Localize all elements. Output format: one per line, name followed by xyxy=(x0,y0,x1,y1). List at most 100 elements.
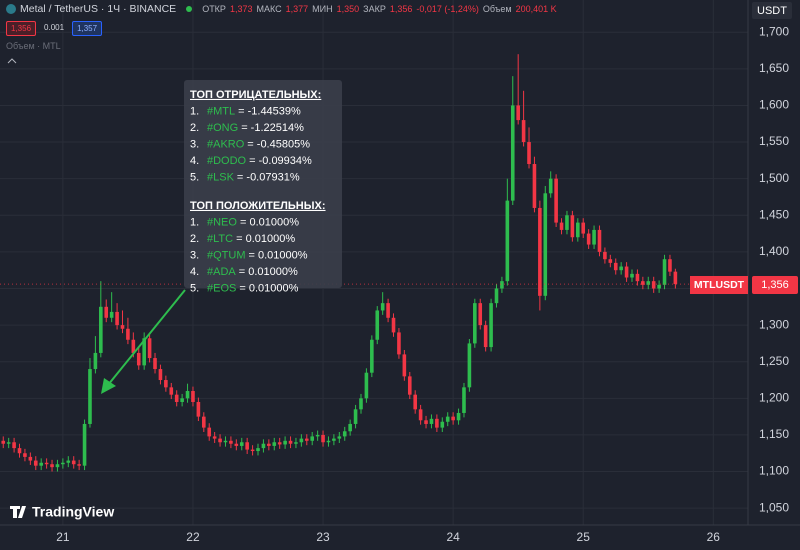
candle-body xyxy=(592,229,596,245)
candle-body xyxy=(467,343,472,388)
item-value: = 0.01000% xyxy=(239,282,298,294)
candle-body xyxy=(483,325,488,348)
item-value: = 0.01000% xyxy=(249,249,308,261)
candle-body xyxy=(559,222,564,230)
candle-body xyxy=(229,440,233,444)
candle-body xyxy=(391,317,396,333)
candle-body xyxy=(581,222,586,234)
candle-body xyxy=(153,358,157,370)
symbol[interactable]: Metal / TetherUS · 1Ч · BINANCE xyxy=(20,3,177,15)
candle-body xyxy=(380,303,385,311)
candle-body xyxy=(402,354,407,377)
annotation-item: 4. #ADA = 0.01000% xyxy=(190,266,298,278)
annotation-item: 5. #EOS = 0.01000% xyxy=(190,282,299,294)
y-tick-label: 1,150 xyxy=(759,427,789,441)
candle-body xyxy=(586,233,591,245)
candle-body xyxy=(662,259,667,285)
candle-body xyxy=(61,462,65,465)
candle-body xyxy=(158,369,163,381)
x-tick-label: 25 xyxy=(577,530,591,544)
candle-body xyxy=(613,262,618,271)
item-value: = 0.01000% xyxy=(239,266,298,278)
item-number: 4. xyxy=(190,155,199,167)
candle-body xyxy=(277,442,282,445)
candle-body xyxy=(326,440,331,443)
candle-body xyxy=(272,442,277,446)
candle-body xyxy=(527,142,531,165)
y-tick-label: 1,100 xyxy=(759,464,789,478)
candle-body xyxy=(136,352,141,366)
item-tag: #ADA xyxy=(207,266,236,278)
candle-body xyxy=(185,391,190,399)
candle-body xyxy=(191,391,195,402)
ask[interactable]: 1,357 xyxy=(72,21,103,36)
indicator[interactable]: Объем · MTL xyxy=(6,41,61,51)
candle-body xyxy=(250,449,255,452)
currency-box[interactable] xyxy=(752,2,792,19)
x-tick-label: 21 xyxy=(56,530,70,544)
spread: 0.001 xyxy=(44,23,65,32)
candle-body xyxy=(413,394,417,410)
candle-body xyxy=(304,438,309,441)
annotation-item: 2. #ONG = -1.22514% xyxy=(190,122,304,134)
item-value: = -0.09934% xyxy=(249,155,312,167)
candle-body xyxy=(223,440,228,443)
candle-body xyxy=(315,434,320,437)
item-tag: #NEO xyxy=(207,216,237,228)
candle-body xyxy=(131,339,136,353)
candle-body xyxy=(82,423,87,466)
y-tick-label: 1,550 xyxy=(759,134,789,148)
item-tag: #MTL xyxy=(207,105,235,117)
candle-body xyxy=(342,431,347,437)
x-tick-label: 26 xyxy=(707,530,721,544)
candle-body xyxy=(386,303,390,318)
currency[interactable]: USDT xyxy=(757,5,787,17)
item-value: = -0.45805% xyxy=(247,138,310,150)
annotation-title: ТОП ОТРИЦАТЕЛЬНЫХ: xyxy=(190,89,321,101)
bid[interactable]: 1,356 xyxy=(6,21,37,36)
item-tag: #LTC xyxy=(207,233,233,245)
y-tick-label: 1,700 xyxy=(759,24,789,38)
item-value: = -0.07931% xyxy=(237,171,300,183)
low: 1,350 xyxy=(336,4,360,14)
collapse-icon[interactable] xyxy=(7,58,17,64)
candle-body xyxy=(120,325,125,329)
candle-body xyxy=(548,178,553,194)
candle-body xyxy=(234,443,239,446)
candle-body xyxy=(516,105,520,121)
candle-body xyxy=(456,412,461,421)
item-value: = 0.01000% xyxy=(240,216,299,228)
open-label: ОТКР xyxy=(202,4,226,14)
annotation-item: 3. #QTUM = 0.01000% xyxy=(190,249,308,261)
candle-body xyxy=(630,273,634,278)
y-tick-label: 1,600 xyxy=(759,98,789,112)
candle-body xyxy=(44,462,49,465)
candle-body xyxy=(364,372,369,399)
annotation-item: 3. #AKRO = -0.45805% xyxy=(190,138,310,150)
arrow xyxy=(107,289,186,386)
candle-body xyxy=(17,448,22,454)
candle-body xyxy=(310,436,315,441)
candle-body xyxy=(180,398,184,402)
item-tag: #DODO xyxy=(207,155,247,167)
candle-body xyxy=(624,266,629,278)
item-value: = -1.44539% xyxy=(238,105,301,117)
candle-body xyxy=(435,418,439,428)
candle-body xyxy=(500,281,504,289)
close: 1,356 xyxy=(389,4,413,14)
candle-body xyxy=(532,164,537,208)
candle-body xyxy=(424,420,428,424)
candle-body xyxy=(673,271,678,285)
candle-body xyxy=(478,303,483,326)
y-tick-label: 1,450 xyxy=(759,207,789,221)
item-tag: #ONG xyxy=(207,122,238,134)
candle-body xyxy=(321,434,325,443)
item-number: 2. xyxy=(190,233,199,245)
y-tick-label: 1,500 xyxy=(759,171,789,185)
candle-body xyxy=(164,380,168,388)
candle-body xyxy=(510,105,515,201)
item-number: 5. xyxy=(190,171,199,183)
y-tick-label: 1,200 xyxy=(759,390,789,404)
